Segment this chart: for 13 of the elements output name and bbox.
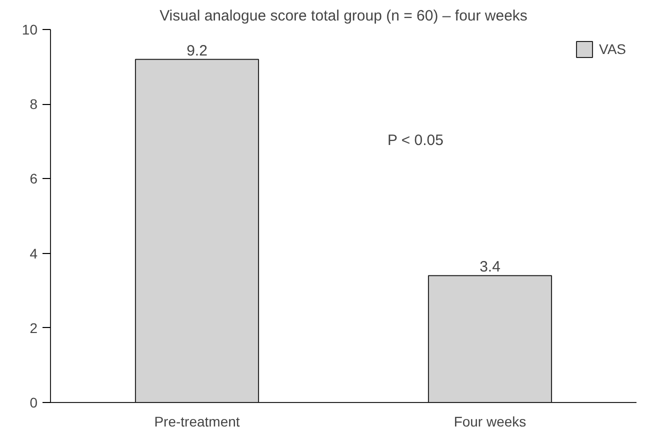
- y-tick-label: 4: [30, 245, 38, 262]
- x-tick-label: Pre-treatment: [154, 414, 240, 430]
- annotation: P < 0.05: [387, 132, 444, 149]
- x-tick-label: Four weeks: [454, 414, 526, 430]
- y-tick-label: 6: [30, 170, 38, 187]
- y-tick-label: 10: [22, 22, 38, 38]
- data-label: 9.2: [186, 42, 208, 60]
- y-tick-label: 0: [30, 394, 38, 410]
- y-tick-label: 8: [30, 96, 38, 112]
- chart-title: Visual analogue score total group (n = 60) – four weeks: [160, 8, 528, 24]
- legend-label: VAS: [599, 41, 626, 57]
- y-tick-label: 2: [30, 320, 38, 336]
- data-label: 3.4: [480, 258, 500, 276]
